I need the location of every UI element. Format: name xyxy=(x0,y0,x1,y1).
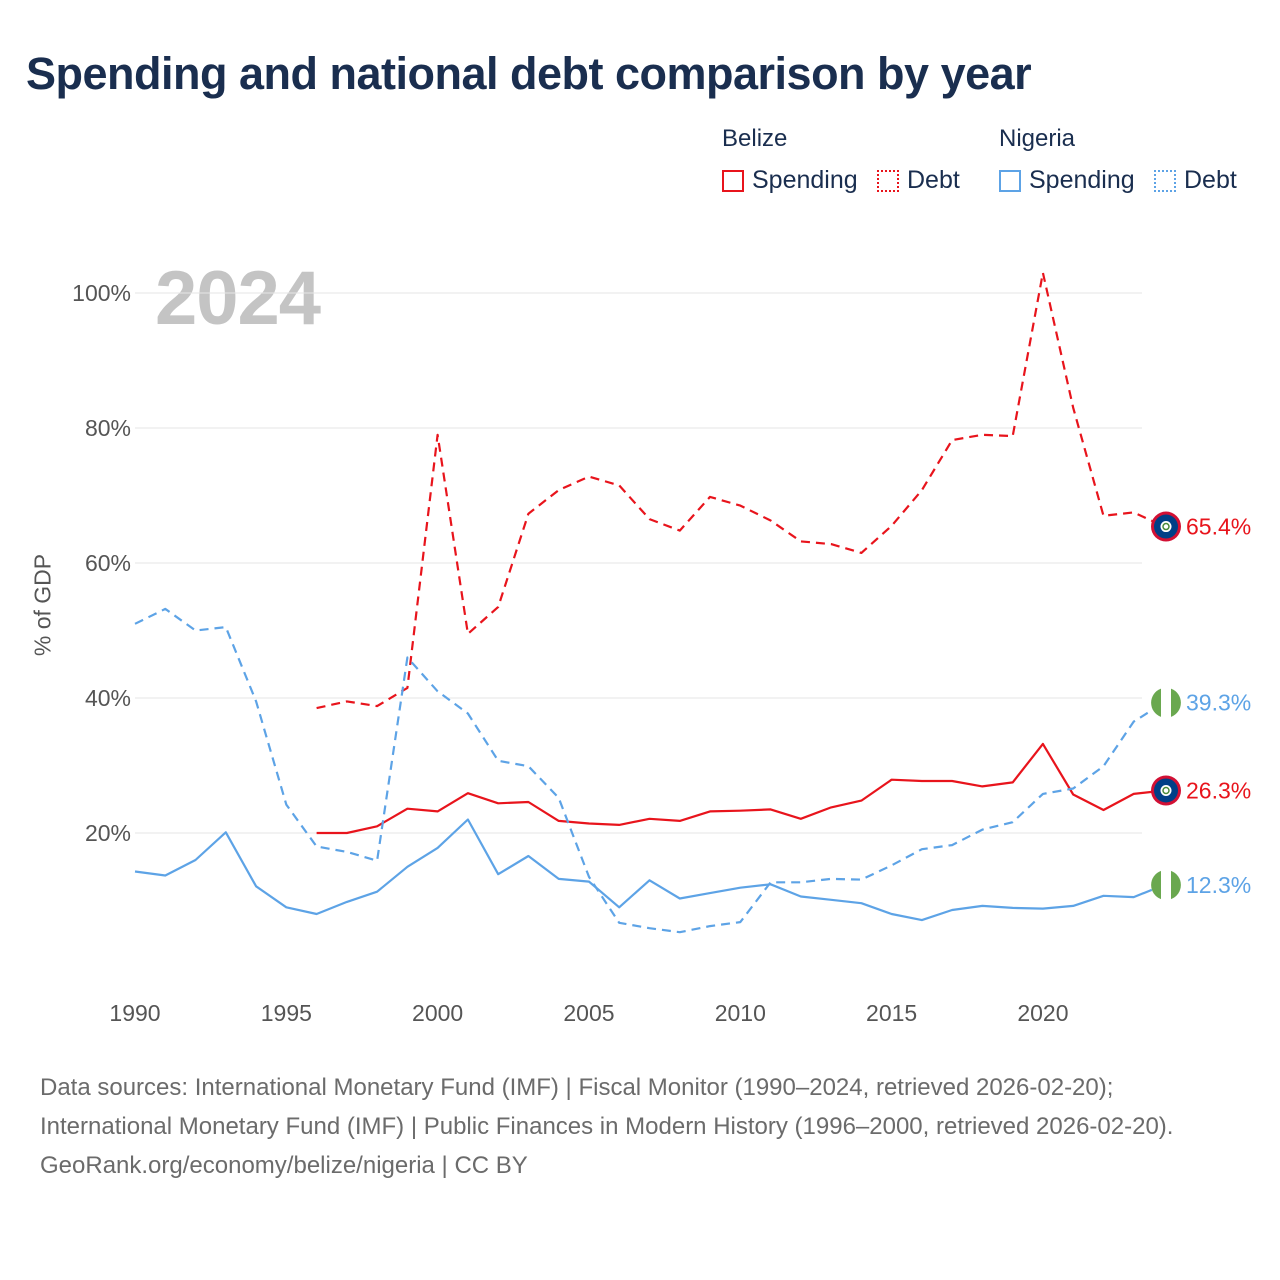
x-tick-label: 2010 xyxy=(715,1000,766,1026)
x-tick-label: 1995 xyxy=(261,1000,312,1026)
x-tick-label: 2000 xyxy=(412,1000,463,1026)
legend-item-nigeria-spending[interactable]: Spending xyxy=(999,166,1135,195)
legend-item-belize-debt[interactable]: Debt xyxy=(877,166,960,195)
credit-link[interactable]: GeoRank.org/economy/belize/nigeria | CC … xyxy=(40,1152,528,1179)
year-watermark: 2024 xyxy=(155,256,321,341)
nigeria-flag-right-band xyxy=(1171,870,1181,900)
y-tick-label: 40% xyxy=(85,685,131,711)
end-label-belize-debt: 65.4% xyxy=(1186,514,1251,540)
end-label-belize-spending: 26.3% xyxy=(1186,777,1251,803)
legend-label-nigeria-debt: Debt xyxy=(1184,166,1237,194)
y-tick-label: 80% xyxy=(85,415,131,441)
data-sources: Data sources: International Monetary Fun… xyxy=(40,1074,1174,1140)
line-chart: 20% 40% 60% 80% 100% 1990 1995 2000 2005 2010 2015… xyxy=(72,271,1251,1026)
legend-swatch-nigeria-spending xyxy=(999,169,1021,192)
y-tick-label: 60% xyxy=(85,550,131,576)
legend-swatch-belize-spending xyxy=(722,169,744,192)
belize-flag-wreath xyxy=(1162,786,1170,795)
x-tick-label: 2015 xyxy=(866,1000,917,1026)
nigeria-flag-right-band xyxy=(1171,688,1181,717)
legend-label-belize-spending: Spending xyxy=(752,166,858,194)
legend-group-belize: Belize xyxy=(722,125,788,152)
chart-title: Spending and national debt comparison by… xyxy=(26,48,1032,99)
legend-item-belize-spending[interactable]: Spending xyxy=(722,166,858,195)
legend-swatch-belize-debt xyxy=(877,169,899,192)
legend-label-nigeria-spending: Spending xyxy=(1029,166,1135,194)
series-line-belize-debt xyxy=(316,271,1165,710)
legend-label-belize-debt: Debt xyxy=(907,166,960,194)
y-tick-label: 20% xyxy=(85,820,131,846)
x-tick-label: 1990 xyxy=(109,1000,160,1026)
legend-group-nigeria: Nigeria xyxy=(999,125,1076,152)
y-tick-label: 100% xyxy=(72,280,131,306)
footer: Data sources: International Monetary Fun… xyxy=(40,1068,1240,1185)
end-label-nigeria-debt: 39.3% xyxy=(1186,690,1251,716)
end-label-nigeria-spending: 12.3% xyxy=(1186,872,1251,898)
series-line-nigeria-spending xyxy=(134,818,1165,922)
x-tick-label: 2020 xyxy=(1017,1000,1068,1026)
legend-item-nigeria-debt[interactable]: Debt xyxy=(1154,166,1237,195)
nigeria-flag-left-band xyxy=(1151,688,1161,717)
series-line-nigeria-debt xyxy=(134,607,1165,934)
x-tick-label: 2005 xyxy=(563,1000,614,1026)
belize-flag-emblem xyxy=(1160,521,1172,533)
series-line-belize-spending xyxy=(316,742,1165,835)
belize-flag-wreath xyxy=(1162,522,1170,531)
belize-flag-emblem xyxy=(1160,784,1172,796)
legend-swatch-nigeria-debt xyxy=(1154,169,1176,192)
nigeria-flag-left-band xyxy=(1151,870,1161,900)
